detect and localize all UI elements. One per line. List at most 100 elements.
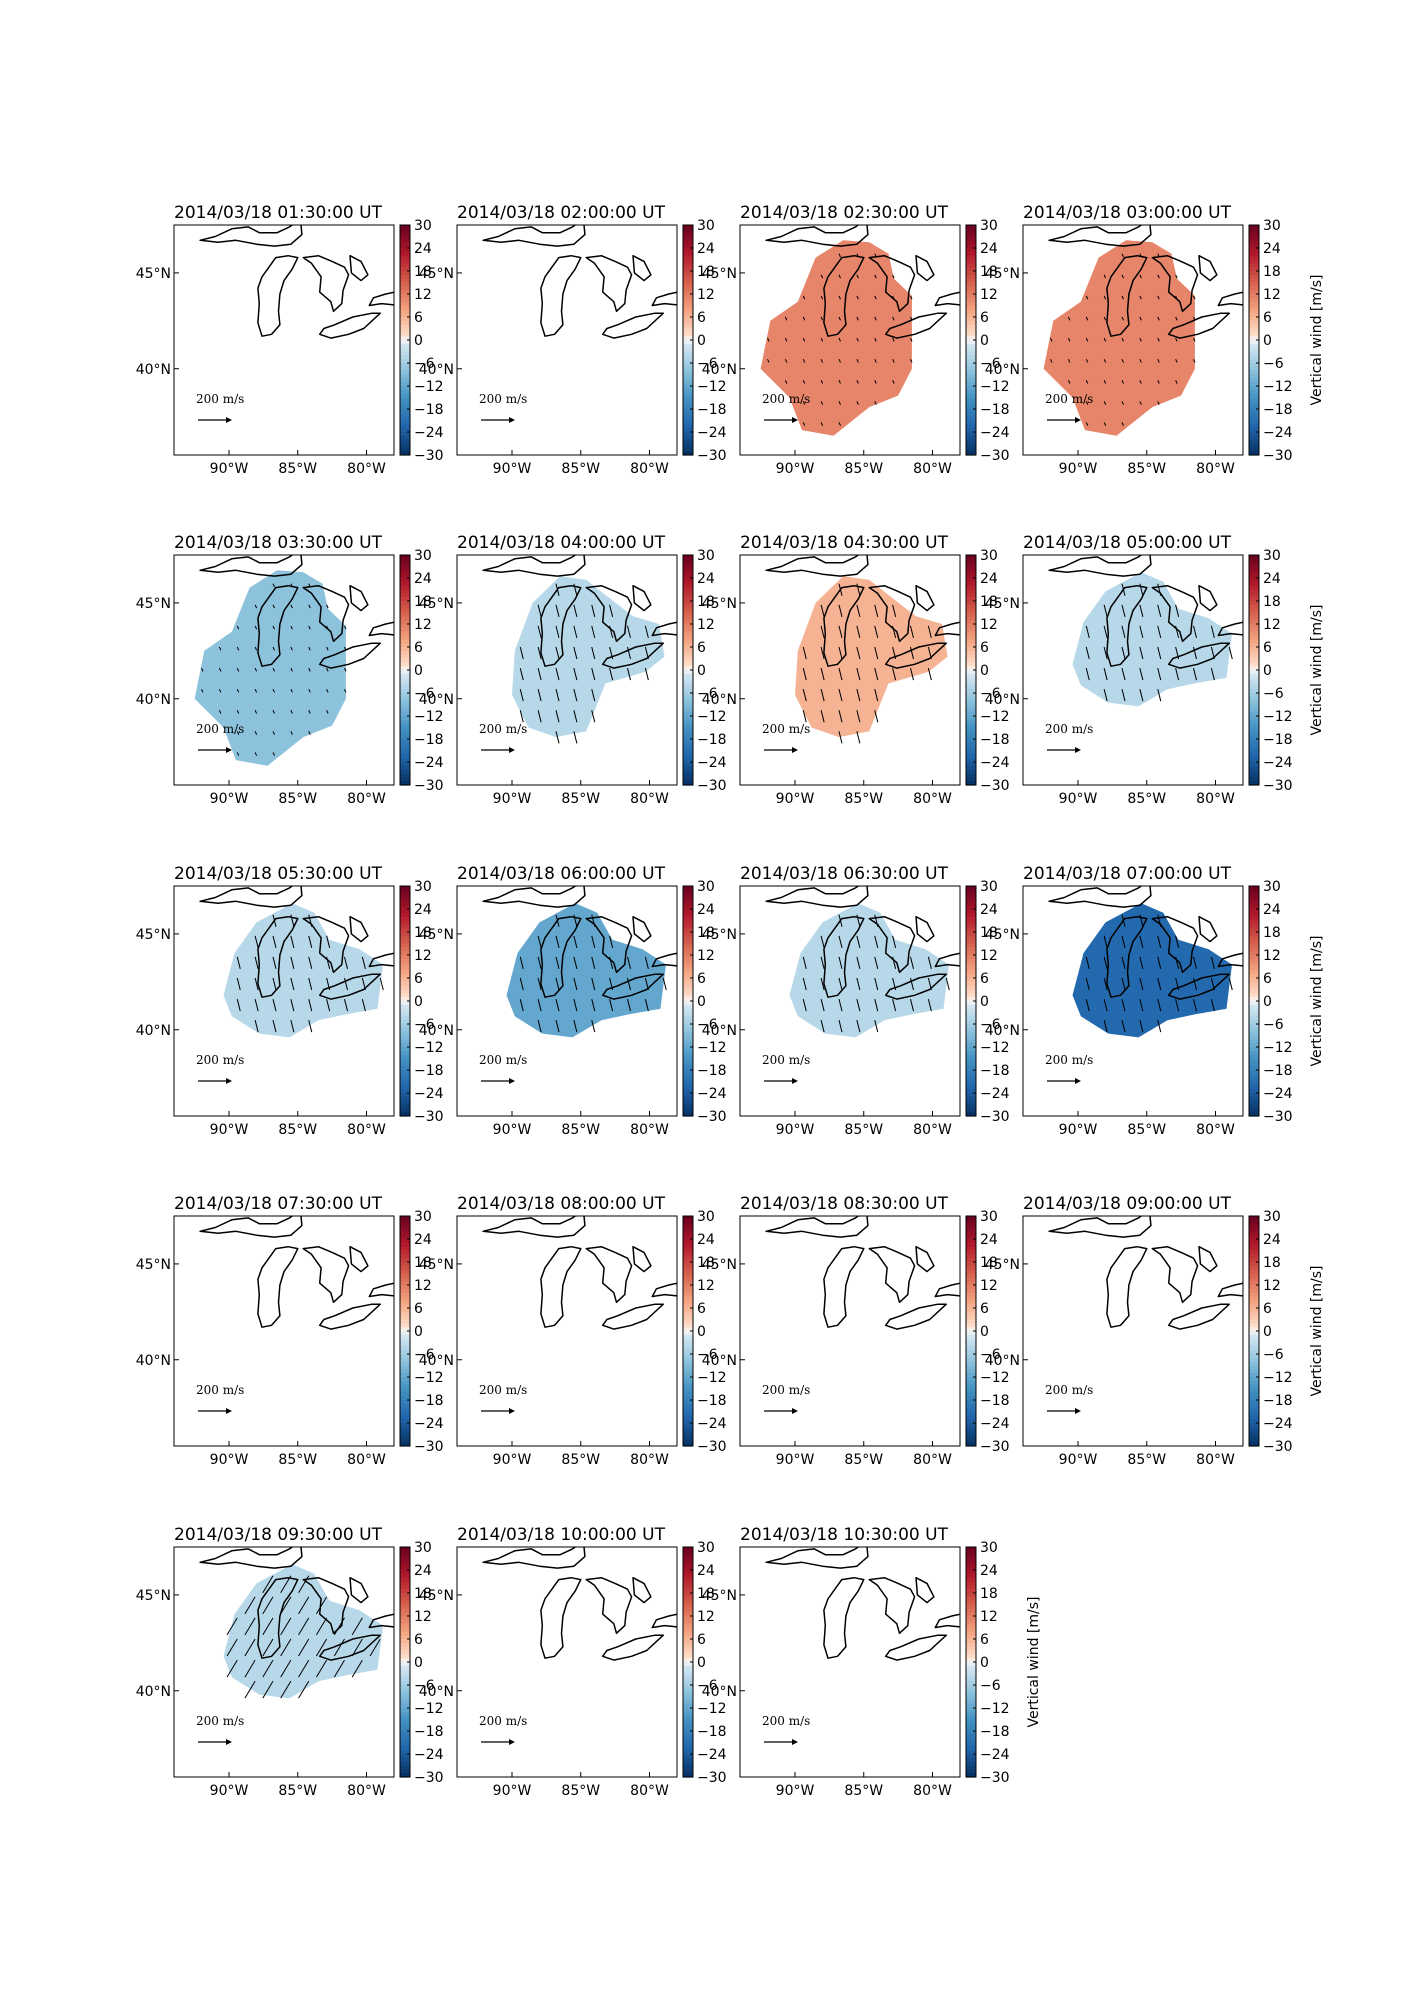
wind-arrow [856, 274, 859, 279]
colorbar-segment [966, 309, 976, 314]
vector-scale-label: 200 m/s [479, 1383, 527, 1397]
colorbar-segment [400, 593, 410, 598]
wind-arrow [236, 731, 240, 735]
colorbar-segment [683, 627, 693, 633]
colorbar-segment [966, 1285, 976, 1290]
colorbar-segment [1249, 1066, 1259, 1071]
colorbar-segment [400, 631, 410, 637]
colorbar-label: Vertical wind [m/s] [1309, 936, 1325, 1067]
colorbar-segment [400, 301, 410, 307]
colorbar-segment [683, 1004, 693, 1010]
colorbar-segment [400, 886, 410, 891]
colorbar-segment [1249, 290, 1259, 295]
colorbar-tick-label: 12 [980, 617, 998, 633]
colorbar-segment [683, 1434, 693, 1439]
colorbar-segment [683, 420, 693, 425]
colorbar-segment [683, 970, 693, 975]
colorbar-segment [400, 1273, 410, 1278]
wind-arrow [308, 935, 313, 948]
colorbar-segment [400, 1308, 410, 1313]
colorbar-segment [1249, 248, 1259, 253]
colorbar-segment [966, 578, 976, 583]
colorbar-segment [400, 620, 410, 625]
colorbar-segment [1249, 585, 1259, 591]
colorbar-tick-label: 24 [414, 1232, 432, 1248]
colorbar-tick-label: −30 [980, 448, 1010, 464]
colorbar-segment [1249, 1089, 1259, 1094]
wind-arrow [1157, 998, 1162, 1012]
colorbar-segment [683, 1231, 693, 1236]
colorbar-segment [1249, 624, 1259, 629]
wind-arrow [262, 1617, 274, 1636]
wind-arrow [838, 274, 841, 279]
colorbar-segment [1249, 271, 1259, 276]
colorbar-segment [966, 328, 976, 333]
wind-arrow [326, 935, 331, 948]
wind-arrow [1067, 337, 1071, 342]
colorbar-segment [683, 1315, 693, 1321]
colorbar-segment [683, 1265, 693, 1271]
colorbar-segment [683, 336, 693, 341]
lake-huron-outline [585, 915, 633, 974]
colorbar-tick-label: 18 [980, 925, 998, 941]
colorbar-segment [966, 1108, 976, 1113]
colorbar-segment [683, 1403, 693, 1409]
vector-scale-label: 200 m/s [1045, 722, 1093, 736]
wind-arrow [838, 380, 841, 384]
colorbar-segment [966, 1685, 976, 1690]
lake-michigan-outline [540, 1245, 582, 1328]
colorbar-segment [1249, 650, 1259, 656]
colorbar-segment [400, 558, 410, 564]
colorbar-tick-label: −18 [980, 1724, 1010, 1740]
colorbar-segment [683, 1269, 693, 1275]
lake-huron-outline [585, 584, 633, 643]
colorbar-segment [1249, 317, 1259, 322]
lat-tick-label: 40°N [419, 692, 454, 708]
colorbar-segment [1249, 727, 1259, 732]
colorbar-segment [1249, 447, 1259, 452]
colorbar-tick-label: −30 [697, 1770, 727, 1786]
wind-arrow [820, 316, 824, 321]
colorbar-segment [966, 631, 976, 637]
colorbar-segment [1249, 1239, 1259, 1244]
wind-arrow [308, 646, 311, 651]
wind-arrow [326, 604, 329, 609]
colorbar-segment [400, 555, 410, 560]
colorbar-tick-label: 6 [980, 310, 989, 326]
georgian-bay-outline [632, 915, 652, 943]
wind-arrow [644, 667, 649, 681]
wind-arrow [820, 422, 824, 426]
colorbar-tick-label: −6 [697, 1678, 718, 1694]
wind-arrow [591, 977, 596, 991]
colorbar-segment [400, 1757, 410, 1763]
wind-arrow [856, 337, 859, 342]
colorbar-segment [1249, 1311, 1259, 1317]
wind-arrow [662, 977, 667, 991]
colorbar-tick-label: 30 [980, 879, 998, 895]
lake-huron-outline [868, 1576, 916, 1635]
colorbar-segment [400, 271, 410, 276]
colorbar-segment [966, 1235, 976, 1240]
colorbar-segment [400, 909, 410, 914]
colorbar-segment [400, 570, 410, 575]
colorbar-segment [400, 317, 410, 322]
wind-arrow [254, 935, 259, 948]
colorbar-segment [966, 1338, 976, 1344]
colorbar-segment [400, 1704, 410, 1709]
colorbar-segment [683, 1047, 693, 1052]
colorbar-tick-label: −18 [980, 402, 1010, 418]
colorbar-segment [400, 916, 410, 922]
colorbar-segment [683, 574, 693, 579]
colorbar-segment [400, 1027, 410, 1033]
colorbar-segment [683, 435, 693, 441]
colorbar-segment [966, 424, 976, 429]
colorbar-segment [400, 1742, 410, 1747]
colorbar-segment [400, 405, 410, 410]
colorbar-segment [1249, 673, 1259, 679]
colorbar-segment [400, 889, 410, 895]
colorbar-segment [400, 1104, 410, 1109]
